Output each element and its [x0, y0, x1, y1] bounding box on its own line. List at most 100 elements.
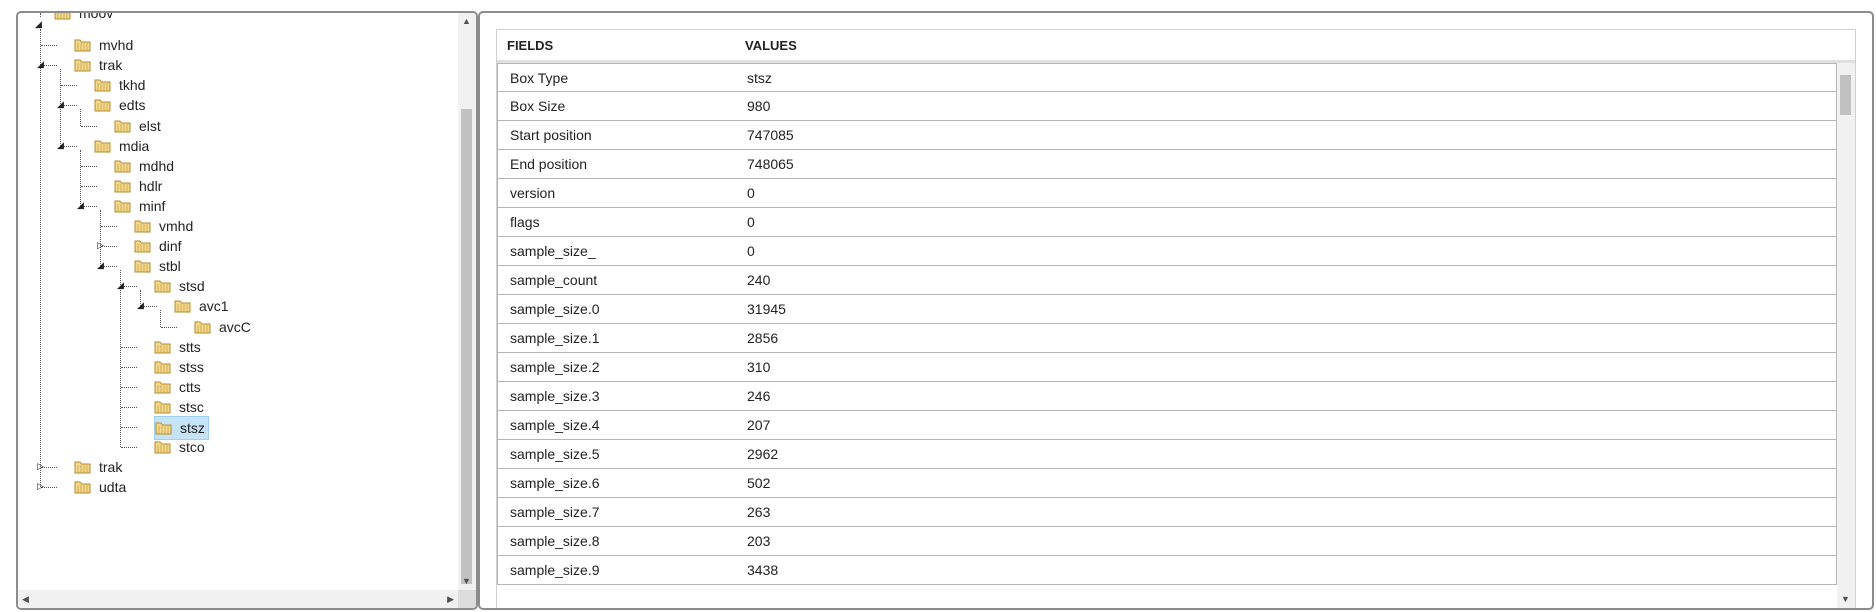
- expanded-toggle-icon[interactable]: ◢: [77, 200, 84, 210]
- expanded-toggle-icon[interactable]: ◢: [57, 99, 64, 109]
- table-row[interactable]: sample_size.2 310: [497, 353, 1837, 382]
- tree-node-label: stsc: [179, 398, 204, 415]
- table-row[interactable]: sample_size_ 0: [497, 237, 1837, 266]
- tree-node-mdia[interactable]: mdia: [94, 135, 152, 157]
- field-cell: sample_size.8: [510, 533, 600, 549]
- tree-connector-line: [161, 327, 177, 328]
- tree-vertical-scroll-thumb[interactable]: [461, 109, 472, 584]
- tree-connector-line: [81, 206, 97, 207]
- tree-connector-line: [81, 166, 97, 167]
- table-body: Box Type stsz Box Size 980 Start position 747…: [497, 63, 1837, 608]
- tree-node-avcc[interactable]: avcC: [194, 316, 254, 338]
- field-cell: sample_size.5: [510, 446, 600, 462]
- expanded-toggle-icon[interactable]: ◢: [57, 140, 64, 150]
- tree-node-stsc[interactable]: stsc: [154, 396, 207, 418]
- tree-node-ctts[interactable]: ctts: [154, 376, 204, 398]
- collapsed-toggle-icon[interactable]: ▷: [97, 240, 104, 250]
- table-row[interactable]: sample_size.3 246: [497, 382, 1837, 411]
- tree-node-dinf[interactable]: dinf: [134, 235, 185, 257]
- tree-node-udta[interactable]: udta: [74, 476, 129, 498]
- value-cell: stsz: [747, 69, 772, 86]
- folder-icon: [154, 381, 171, 394]
- field-cell: sample_size_: [510, 243, 596, 259]
- table-row[interactable]: Box Type stsz: [497, 63, 1837, 92]
- scroll-down-arrow-icon[interactable]: ▼: [462, 576, 471, 586]
- value-cell: 0: [747, 214, 755, 230]
- tree-horizontal-scrollbar[interactable]: ◀ ▶: [18, 590, 458, 608]
- table-row[interactable]: Start position 747085: [497, 121, 1837, 150]
- folder-icon: [154, 441, 171, 454]
- expanded-toggle-icon[interactable]: ◢: [37, 59, 44, 69]
- value-cell: 263: [747, 504, 771, 520]
- tree-node-edts[interactable]: edts: [94, 94, 148, 116]
- tree-panel: ◢ moov mvhd ◢ trak tkhd ◢ edts elst ◢ mdia mdhd hdlr…: [16, 11, 478, 610]
- table-row[interactable]: flags 0: [497, 208, 1837, 237]
- tree-node-trak[interactable]: trak: [74, 456, 125, 478]
- tree-node-trak[interactable]: trak: [74, 54, 125, 76]
- table-row[interactable]: sample_count 240: [497, 266, 1837, 295]
- collapsed-toggle-icon[interactable]: ▷: [37, 461, 44, 471]
- expanded-toggle-icon[interactable]: ◢: [35, 19, 42, 29]
- folder-icon: [174, 300, 191, 313]
- value-cell: 207: [747, 417, 771, 433]
- table-row[interactable]: sample_size.8 203: [497, 527, 1837, 556]
- tree-node-stbl[interactable]: stbl: [134, 255, 184, 277]
- tree-connector-line: [81, 186, 97, 187]
- tree-node-stsd[interactable]: stsd: [154, 275, 208, 297]
- tree-connector-line: [121, 447, 137, 448]
- field-cell: Box Type: [510, 69, 569, 86]
- scroll-down-arrow-icon[interactable]: ▼: [1841, 594, 1850, 604]
- tree-node-label: stbl: [159, 258, 181, 275]
- table-row[interactable]: sample_size.9 3438: [497, 556, 1837, 585]
- tree-node-minf[interactable]: minf: [114, 195, 168, 217]
- tree-node-moov[interactable]: moov: [54, 13, 116, 24]
- tree-node-mvhd[interactable]: mvhd: [74, 34, 136, 56]
- table-row[interactable]: sample_size.7 263: [497, 498, 1837, 527]
- expanded-toggle-icon[interactable]: ◢: [137, 300, 144, 310]
- tree-node-label: stss: [179, 358, 204, 375]
- table-row[interactable]: Box Size 980: [497, 92, 1837, 121]
- tree-connector-line: [101, 246, 117, 247]
- tree-node-stco[interactable]: stco: [154, 436, 208, 458]
- scroll-right-arrow-icon[interactable]: ▶: [447, 594, 454, 604]
- value-cell: 0: [747, 243, 755, 259]
- table-vertical-scroll-thumb[interactable]: [1840, 75, 1851, 115]
- expanded-toggle-icon[interactable]: ◢: [117, 280, 124, 290]
- table-row[interactable]: sample_size.4 207: [497, 411, 1837, 440]
- tree-connector-line: [40, 13, 41, 17]
- tree-node-elst[interactable]: elst: [114, 115, 164, 137]
- scroll-left-arrow-icon[interactable]: ◀: [22, 594, 29, 604]
- table-row[interactable]: sample_size.5 2962: [497, 440, 1837, 469]
- column-header-fields[interactable]: FIELDS: [507, 37, 554, 53]
- folder-icon: [74, 461, 91, 474]
- tree-node-stts[interactable]: stts: [154, 336, 204, 358]
- value-cell: 2962: [747, 446, 779, 462]
- expanded-toggle-icon[interactable]: ◢: [97, 260, 104, 270]
- folder-icon: [134, 220, 151, 233]
- folder-icon: [94, 79, 111, 92]
- column-header-values[interactable]: VALUES: [745, 37, 797, 53]
- tree-node-tkhd[interactable]: tkhd: [94, 74, 148, 96]
- table-row[interactable]: sample_size.1 2856: [497, 324, 1837, 353]
- tree-connector-line: [100, 210, 101, 266]
- tree-node-stss[interactable]: stss: [154, 356, 207, 378]
- value-cell: 0: [747, 185, 755, 201]
- tree-node-mdhd[interactable]: mdhd: [114, 155, 177, 177]
- tree-connector-line: [41, 45, 57, 46]
- folder-icon: [54, 13, 71, 20]
- field-cell: sample_size.3: [510, 388, 600, 404]
- folder-icon: [154, 341, 171, 354]
- table-row[interactable]: version 0: [497, 179, 1837, 208]
- tree-node-hdlr[interactable]: hdlr: [114, 175, 165, 197]
- table-row[interactable]: End position 748065: [497, 150, 1837, 179]
- tree-vertical-scrollbar[interactable]: ▲ ▼: [458, 13, 476, 590]
- table-row[interactable]: sample_size.6 502: [497, 469, 1837, 498]
- tree-node-stsz[interactable]: stsz: [154, 416, 209, 440]
- collapsed-toggle-icon[interactable]: ▷: [37, 481, 44, 491]
- tree-node-vmhd[interactable]: vmhd: [134, 215, 196, 237]
- value-cell: 747085: [747, 127, 794, 143]
- tree-node-avc1[interactable]: avc1: [174, 295, 232, 317]
- table-vertical-scrollbar[interactable]: ▼: [1837, 63, 1855, 608]
- scroll-up-arrow-icon[interactable]: ▲: [462, 16, 471, 26]
- table-row[interactable]: sample_size.0 31945: [497, 295, 1837, 324]
